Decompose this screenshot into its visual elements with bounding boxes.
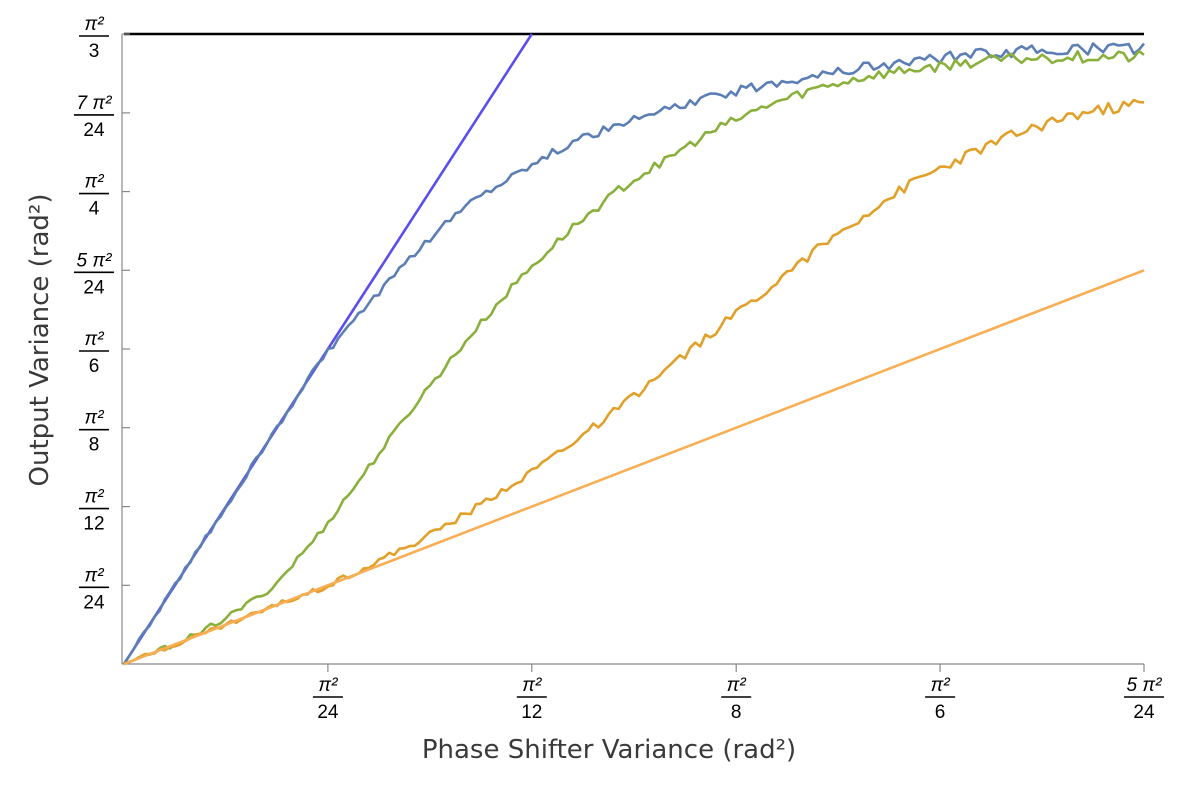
x-ticks: π² 24 π² 12 π² 8 π² 6 5 π² 24 bbox=[313, 664, 1164, 723]
y-tick-3-label: π² 6 bbox=[79, 329, 109, 377]
y-tick-6-denominator: 24 bbox=[83, 120, 105, 141]
y-tick-2-denominator: 8 bbox=[89, 435, 100, 456]
x-tick-2-denominator: 8 bbox=[731, 702, 742, 723]
x-tick-0-label: π² 24 bbox=[313, 675, 343, 723]
y-tick-5-label: π² 4 bbox=[79, 172, 109, 220]
y-tick-1-denominator: 12 bbox=[83, 514, 104, 535]
series-line-green-simulated bbox=[124, 51, 1144, 664]
y-axis-title: Output Variance (rad²) bbox=[25, 194, 55, 487]
y-tick-6-label: 7 π² 24 bbox=[74, 93, 114, 141]
x-tick-3-numerator: π² bbox=[931, 675, 951, 696]
y-tick-5-numerator: π² bbox=[84, 172, 104, 193]
x-tick-4-numerator: 5 π² bbox=[1127, 675, 1163, 696]
x-axis-title: Phase Shifter Variance (rad²) bbox=[422, 735, 796, 765]
x-tick-4-denominator: 24 bbox=[1133, 702, 1155, 723]
y-tick-4-label: 5 π² 24 bbox=[74, 250, 114, 298]
x-tick-1-label: π² 12 bbox=[517, 675, 547, 723]
y-tick-5-denominator: 4 bbox=[89, 199, 100, 220]
y-tick-7-denominator: 3 bbox=[89, 41, 100, 62]
y-tick-1-label: π² 12 bbox=[79, 487, 109, 535]
y-tick-4-denominator: 24 bbox=[83, 277, 105, 298]
series-layer bbox=[124, 34, 1144, 664]
x-tick-1-numerator: π² bbox=[522, 675, 542, 696]
y-tick-4-numerator: 5 π² bbox=[77, 250, 113, 271]
y-tick-7-numerator: π² bbox=[84, 14, 104, 35]
series-line-blue-simulated bbox=[124, 44, 1144, 665]
y-tick-0-denominator: 24 bbox=[83, 592, 105, 613]
x-tick-3-label: π² 6 bbox=[925, 675, 955, 723]
x-tick-0-denominator: 24 bbox=[317, 702, 339, 723]
series-line-orange-simulated bbox=[124, 100, 1144, 664]
series-line-orange-linear bbox=[124, 270, 1144, 664]
y-tick-0-label: π² 24 bbox=[79, 565, 109, 613]
y-tick-7-label: π² 3 bbox=[79, 14, 109, 62]
plot-area: π² 24 π² 12 π² 8 π² 6 5 π² 24 π² 24 π² 12 π² 8 π² 6 5 π² 2… bbox=[74, 14, 1164, 723]
x-tick-2-numerator: π² bbox=[727, 675, 747, 696]
y-tick-6-numerator: 7 π² bbox=[77, 93, 113, 114]
x-tick-1-denominator: 12 bbox=[521, 702, 542, 723]
y-tick-3-denominator: 6 bbox=[89, 356, 100, 377]
y-tick-2-label: π² 8 bbox=[79, 408, 109, 456]
x-tick-0-numerator: π² bbox=[318, 675, 338, 696]
x-tick-2-label: π² 8 bbox=[721, 675, 751, 723]
y-tick-0-numerator: π² bbox=[84, 565, 104, 586]
x-tick-4-label: 5 π² 24 bbox=[1124, 675, 1164, 723]
x-tick-3-denominator: 6 bbox=[935, 702, 946, 723]
y-tick-2-numerator: π² bbox=[84, 408, 104, 429]
y-tick-3-numerator: π² bbox=[84, 329, 104, 350]
y-tick-1-numerator: π² bbox=[84, 487, 104, 508]
